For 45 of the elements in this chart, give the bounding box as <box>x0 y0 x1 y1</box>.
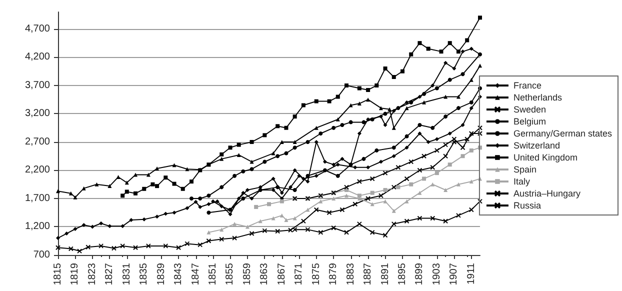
y-tick-label: 2,700 <box>24 136 50 148</box>
x-tick-label: 1891 <box>380 262 391 286</box>
x-tick-label: 1847 <box>190 262 202 286</box>
x-tick-label: 1839 <box>156 262 167 286</box>
x-tick-label: 1883 <box>345 262 356 286</box>
legend-label: Belgium <box>513 116 546 126</box>
x-tick-label: 1879 <box>328 262 340 286</box>
legend-label: France <box>513 80 542 90</box>
legend-label: Italy <box>513 176 530 186</box>
x-tick-label: 1887 <box>362 262 374 286</box>
x-tick-label: 1827 <box>104 262 116 286</box>
x-tick-label: 1863 <box>259 262 270 286</box>
x-tick-label: 1907 <box>448 262 460 286</box>
x-tick-label: 1823 <box>86 262 98 286</box>
y-tick-label: 1,700 <box>24 192 50 204</box>
x-tick-label: 1895 <box>396 262 408 286</box>
legend-label: United Kingdom <box>513 152 578 162</box>
x-tick-label: 1835 <box>138 262 150 286</box>
legend-label: Austria–Hungary <box>513 188 581 198</box>
y-tick-label: 3,700 <box>24 80 50 91</box>
legend-label: Russia <box>513 200 541 210</box>
legend-label: Sweden <box>513 104 546 114</box>
x-tick-label: 1867 <box>276 262 288 286</box>
y-tick-label: 700 <box>33 250 50 260</box>
x-tick-label: 1859 <box>242 262 253 286</box>
x-tick-label: 1819 <box>70 262 81 286</box>
x-tick-label: 1875 <box>310 262 322 286</box>
x-tick-label: 1871 <box>294 262 305 286</box>
x-tick-label: 1843 <box>173 262 184 286</box>
x-tick-label: 1851 <box>208 262 219 286</box>
y-tick-label: 1,200 <box>24 221 50 232</box>
legend-label: Switzerland <box>513 140 560 150</box>
y-tick-label: 2,200 <box>24 164 50 176</box>
x-tick-label: 1855 <box>224 262 236 286</box>
x-tick-label: 1903 <box>431 262 442 286</box>
y-tick-label: 4,200 <box>24 52 50 63</box>
x-tick-label: 1831 <box>121 262 132 286</box>
legend-label: Germany/German states <box>513 128 612 138</box>
y-tick-label: 4,700 <box>24 23 50 34</box>
y-tick-label: 3,200 <box>24 108 50 120</box>
x-tick-label: 1815 <box>52 262 64 286</box>
legend-label: Spain <box>513 164 536 174</box>
x-tick-label: 1911 <box>466 262 477 285</box>
legend-label: Netherlands <box>513 92 562 102</box>
x-tick-label: 1899 <box>414 262 426 286</box>
